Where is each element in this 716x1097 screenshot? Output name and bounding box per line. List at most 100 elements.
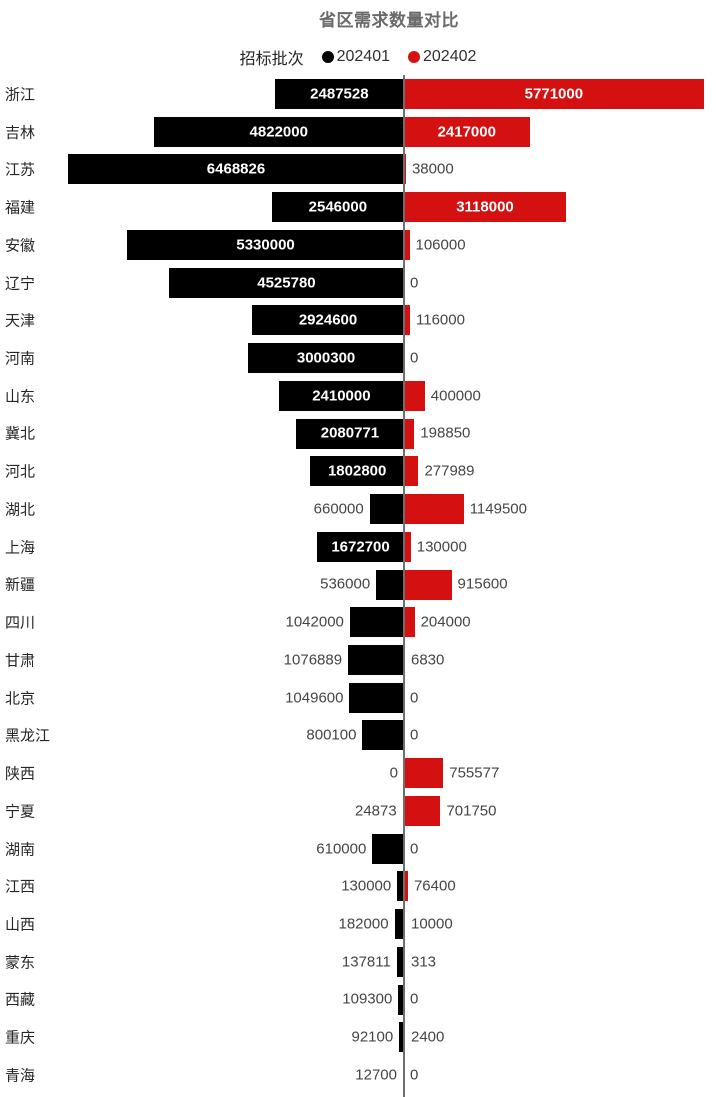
bar-202402[interactable] <box>404 531 411 562</box>
bar-row: 福建 2546000 3118000 <box>0 188 716 226</box>
value-label-202402: 277989 <box>424 462 475 480</box>
bar-202402[interactable] <box>404 456 419 487</box>
bar-202401[interactable] <box>168 267 404 298</box>
bar-202402[interactable] <box>404 607 415 638</box>
legend-item-label: 202401 <box>336 48 390 65</box>
value-label-202401: 610000 <box>316 840 367 858</box>
bar-202402[interactable] <box>404 758 444 789</box>
value-label-202401: 3000300 <box>296 349 356 367</box>
bar-202401[interactable] <box>362 720 404 751</box>
value-label-202401: 24873 <box>355 802 397 820</box>
bar-202401[interactable] <box>310 456 404 487</box>
value-label-202401: 536000 <box>320 575 371 593</box>
bar-202402[interactable] <box>404 229 410 260</box>
center-axis-line <box>403 75 405 1097</box>
value-label-202402: 5771000 <box>524 85 584 103</box>
value-label-202401: 1802800 <box>327 462 387 480</box>
value-label-202402: 0 <box>410 349 419 367</box>
bar-202402[interactable] <box>404 795 441 826</box>
value-label-202401: 2487528 <box>310 85 369 103</box>
category-label: 重庆 <box>5 1029 36 1047</box>
bar-202402[interactable] <box>404 871 408 902</box>
bar-202401[interactable] <box>317 531 404 562</box>
value-label-202401: 109300 <box>342 990 393 1008</box>
bar-202401[interactable] <box>271 192 404 223</box>
bar-202401[interactable] <box>127 229 404 260</box>
bar-202401[interactable] <box>372 833 404 864</box>
bar-row: 北京 1049600 0 <box>0 679 716 717</box>
bar-202401[interactable] <box>248 343 404 374</box>
bar-202401[interactable] <box>399 1022 404 1053</box>
bar-202401[interactable] <box>274 79 404 109</box>
bar-202402[interactable] <box>404 79 704 109</box>
bar-row: 四川 1042000 204000 <box>0 603 716 641</box>
bar-row: 河北 1802800 277989 <box>0 452 716 490</box>
bar-202401[interactable] <box>396 946 404 977</box>
category-label: 江西 <box>5 878 36 896</box>
bar-202401[interactable] <box>68 154 404 185</box>
category-label: 新疆 <box>5 576 36 594</box>
value-label-202401: 6468826 <box>206 160 266 178</box>
value-label-202402: 0 <box>410 840 419 858</box>
value-label-202401: 2080771 <box>320 424 380 442</box>
bar-202401[interactable] <box>397 871 404 902</box>
category-label: 蒙东 <box>5 954 36 972</box>
bar-row: 河南 3000300 0 <box>0 339 716 377</box>
bar-row: 上海 1672700 130000 <box>0 528 716 566</box>
bar-202402[interactable] <box>404 116 530 147</box>
bar-202402[interactable] <box>404 192 566 223</box>
bar-202402[interactable] <box>404 305 411 336</box>
category-label: 湖南 <box>5 841 36 859</box>
value-label-202401: 130000 <box>341 877 392 895</box>
bar-202402[interactable] <box>404 569 452 600</box>
category-label: 西藏 <box>5 991 36 1009</box>
bar-202402[interactable] <box>404 494 464 525</box>
legend-dot-icon <box>321 51 334 63</box>
bar-202401[interactable] <box>369 494 404 525</box>
category-label: 陕西 <box>5 765 36 783</box>
bar-row: 冀北 2080771 198850 <box>0 415 716 453</box>
value-label-202402: 0 <box>410 726 419 744</box>
value-label-202402: 400000 <box>430 387 481 405</box>
bar-row: 青海 12700 0 <box>0 1056 716 1094</box>
category-label: 上海 <box>5 539 36 557</box>
bar-202401[interactable] <box>348 645 404 676</box>
value-label-202401: 1672700 <box>331 538 390 556</box>
bar-row: 辽宁 4525780 0 <box>0 264 716 302</box>
value-label-202402: 204000 <box>420 613 471 631</box>
legend-item-label: 202402 <box>423 48 477 65</box>
bar-202402[interactable] <box>404 380 425 411</box>
bar-row: 宁夏 24873 701750 <box>0 792 716 830</box>
bar-202401[interactable] <box>376 569 404 600</box>
bar-row: 甘肃 1076889 6830 <box>0 641 716 679</box>
category-label: 江苏 <box>5 161 36 179</box>
category-label: 河南 <box>5 350 36 368</box>
bar-202401[interactable] <box>278 380 404 411</box>
value-label-202402: 10000 <box>411 915 453 933</box>
bar-202401[interactable] <box>153 116 404 147</box>
category-label: 吉林 <box>5 124 36 142</box>
bar-row: 浙江 2487528 5771000 <box>0 75 716 113</box>
legend-item-202401[interactable]: 202401 <box>321 48 390 66</box>
bar-202401[interactable] <box>394 909 404 940</box>
category-label: 甘肃 <box>5 652 36 670</box>
value-label-202401: 92100 <box>351 1028 394 1046</box>
bar-202401[interactable] <box>295 418 404 449</box>
bar-202402[interactable] <box>404 418 415 449</box>
value-label-202402: 755577 <box>449 764 500 782</box>
bar-row: 西藏 109300 0 <box>0 981 716 1019</box>
bar-row: 蒙东 137811 313 <box>0 943 716 981</box>
category-label: 山西 <box>5 916 36 934</box>
value-label-202402: 76400 <box>413 877 456 895</box>
bar-202401[interactable] <box>252 305 404 336</box>
category-label: 河北 <box>5 463 36 481</box>
value-label-202401: 2924600 <box>298 311 358 329</box>
value-label-202402: 2400 <box>411 1028 445 1046</box>
bar-202401[interactable] <box>349 682 404 713</box>
legend-item-202402[interactable]: 202402 <box>408 48 476 66</box>
bar-202401[interactable] <box>349 607 404 638</box>
bar-202401[interactable] <box>398 984 404 1015</box>
category-label: 北京 <box>5 690 36 708</box>
bar-row: 陕西 0 755577 <box>0 754 716 792</box>
value-label-202401: 1049600 <box>285 689 344 707</box>
